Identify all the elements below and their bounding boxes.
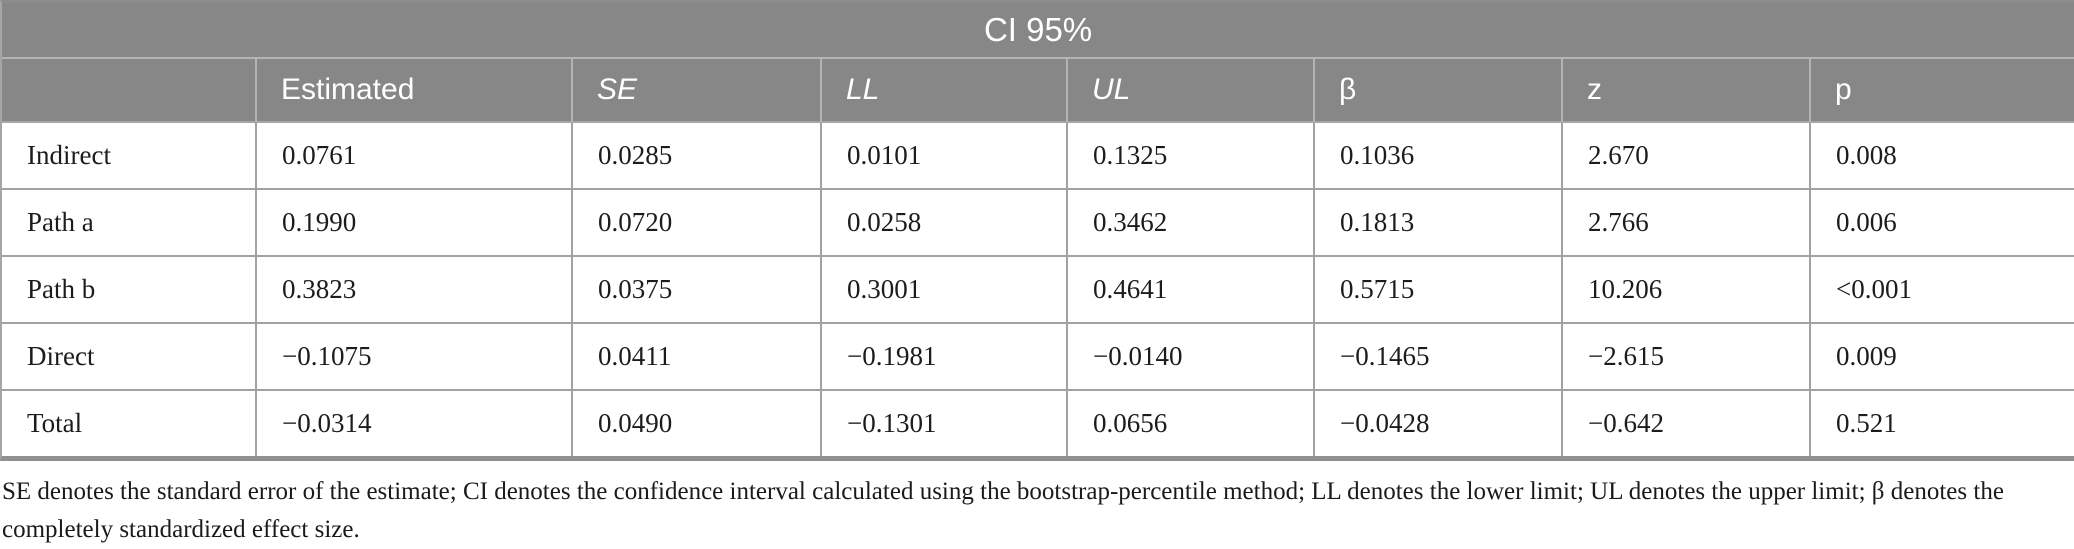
cell-beta: 0.5715 — [1315, 257, 1563, 324]
cell-z: −0.642 — [1563, 391, 1811, 456]
cell-z: −2.615 — [1563, 324, 1811, 391]
column-header-beta: β — [1315, 59, 1563, 123]
cell-p: 0.006 — [1811, 190, 2074, 257]
table-row-indirect: Indirect 0.0761 0.0285 0.0101 0.1325 0.1… — [2, 123, 2074, 190]
cell-z: 2.670 — [1563, 123, 1811, 190]
cell-ll: −0.1301 — [822, 391, 1068, 456]
cell-ul: 0.1325 — [1068, 123, 1315, 190]
cell-p: 0.521 — [1811, 391, 2074, 456]
cell-beta: −0.1465 — [1315, 324, 1563, 391]
column-header-row: Estimated SE LL UL β z p — [2, 59, 2074, 123]
cell-beta: 0.1813 — [1315, 190, 1563, 257]
cell-ul: 0.4641 — [1068, 257, 1315, 324]
cell-estimated: −0.1075 — [257, 324, 573, 391]
cell-estimated: 0.1990 — [257, 190, 573, 257]
cell-ul: 0.3462 — [1068, 190, 1315, 257]
cell-ll: 0.0258 — [822, 190, 1068, 257]
row-label: Path a — [2, 190, 257, 257]
cell-estimated: 0.3823 — [257, 257, 573, 324]
mediation-results-table: CI 95% Estimated SE LL UL β z p Indirect… — [0, 0, 2074, 461]
cell-ll: 0.0101 — [822, 123, 1068, 190]
row-label: Path b — [2, 257, 257, 324]
row-label: Total — [2, 391, 257, 456]
cell-ul: 0.0656 — [1068, 391, 1315, 456]
cell-se: 0.0720 — [573, 190, 822, 257]
table-row-direct: Direct −0.1075 0.0411 −0.1981 −0.0140 −0… — [2, 324, 2074, 391]
cell-p: 0.008 — [1811, 123, 2074, 190]
ci-95-banner: CI 95% — [2, 3, 2074, 59]
cell-ll: −0.1981 — [822, 324, 1068, 391]
column-header-empty — [2, 59, 257, 123]
cell-beta: −0.0428 — [1315, 391, 1563, 456]
column-header-ul: UL — [1068, 59, 1315, 123]
column-header-se: SE — [573, 59, 822, 123]
table-row-path-b: Path b 0.3823 0.0375 0.3001 0.4641 0.571… — [2, 257, 2074, 324]
table-row-total: Total −0.0314 0.0490 −0.1301 0.0656 −0.0… — [2, 391, 2074, 456]
table-footnote: SE denotes the standard error of the est… — [2, 478, 2004, 543]
cell-se: 0.0285 — [573, 123, 822, 190]
column-header-ll: LL — [822, 59, 1068, 123]
cell-beta: 0.1036 — [1315, 123, 1563, 190]
cell-p: 0.009 — [1811, 324, 2074, 391]
cell-z: 10.206 — [1563, 257, 1811, 324]
cell-ll: 0.3001 — [822, 257, 1068, 324]
cell-se: 0.0411 — [573, 324, 822, 391]
ci-banner-row: CI 95% — [2, 3, 2074, 59]
row-label: Indirect — [2, 123, 257, 190]
cell-estimated: −0.0314 — [257, 391, 573, 456]
row-label: Direct — [2, 324, 257, 391]
cell-p: <0.001 — [1811, 257, 2074, 324]
column-header-estimated: Estimated — [257, 59, 573, 123]
cell-z: 2.766 — [1563, 190, 1811, 257]
column-header-p: p — [1811, 59, 2074, 123]
cell-estimated: 0.0761 — [257, 123, 573, 190]
column-header-z: z — [1563, 59, 1811, 123]
cell-ul: −0.0140 — [1068, 324, 1315, 391]
cell-se: 0.0490 — [573, 391, 822, 456]
cell-se: 0.0375 — [573, 257, 822, 324]
table-row-path-a: Path a 0.1990 0.0720 0.0258 0.3462 0.181… — [2, 190, 2074, 257]
